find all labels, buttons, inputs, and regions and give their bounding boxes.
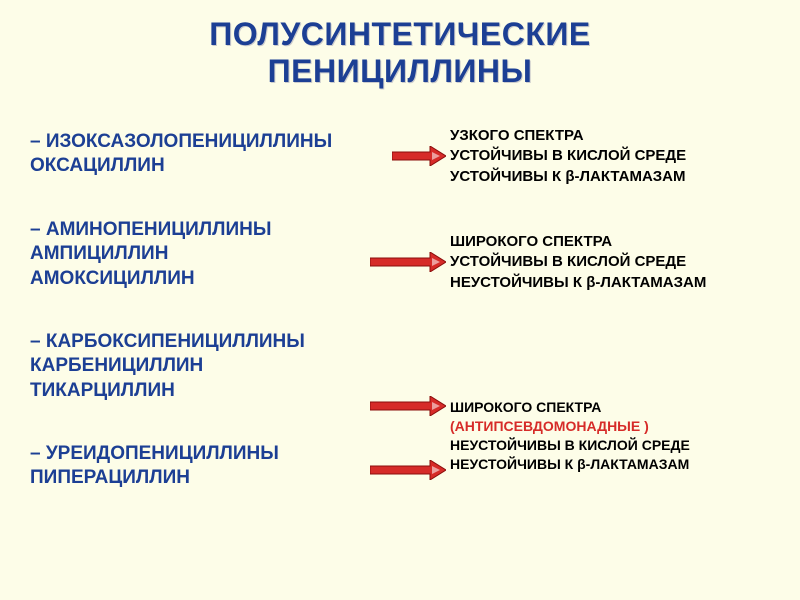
group-right-line: УСТОЙЧИВЫ К β-ЛАКТАМАЗАМ — [450, 167, 780, 187]
group-left-0: – ИЗОКСАЗОЛОПЕНИЦИЛЛИНЫОКСАЦИЛЛИН — [30, 130, 390, 179]
group-left-line: АМОКСИЦИЛЛИН — [30, 267, 390, 291]
group-left-line: АМПИЦИЛЛИН — [30, 242, 390, 266]
group-right-line: НЕУСТОЙЧИВЫ К β-ЛАКТАМАЗАМ — [450, 455, 780, 474]
slide-title: ПОЛУСИНТЕТИЧЕСКИЕПЕНИЦИЛЛИНЫ — [0, 16, 800, 90]
arrow-icon — [392, 146, 446, 166]
group-right-1: ШИРОКОГО СПЕКТРАУСТОЙЧИВЫ В КИСЛОЙ СРЕДЕ… — [450, 232, 780, 293]
group-right-line: НЕУСТОЙЧИВЫ В КИСЛОЙ СРЕДЕ — [450, 436, 780, 455]
arrow-icon — [370, 460, 446, 480]
group-left-line: – АМИНОПЕНИЦИЛЛИНЫ — [30, 218, 390, 242]
group-left-2: – КАРБОКСИПЕНИЦИЛЛИНЫКАРБЕНИЦИЛЛИНТИКАРЦ… — [30, 330, 390, 403]
group-right-line: ШИРОКОГО СПЕКТРА — [450, 398, 780, 417]
group-right-0: УЗКОГО СПЕКТРАУСТОЙЧИВЫ В КИСЛОЙ СРЕДЕУС… — [450, 126, 780, 187]
group-left-3: – УРЕИДОПЕНИЦИЛЛИНЫПИПЕРАЦИЛЛИН — [30, 442, 390, 491]
group-left-line: КАРБЕНИЦИЛЛИН — [30, 354, 390, 378]
group-right-line: УСТОЙЧИВЫ В КИСЛОЙ СРЕДЕ — [450, 146, 780, 166]
group-right-line: ШИРОКОГО СПЕКТРА — [450, 232, 780, 252]
group-left-line: – КАРБОКСИПЕНИЦИЛЛИНЫ — [30, 330, 390, 354]
group-left-line: – ИЗОКСАЗОЛОПЕНИЦИЛЛИНЫ — [30, 130, 390, 154]
group-right-line: УСТОЙЧИВЫ В КИСЛОЙ СРЕДЕ — [450, 252, 780, 272]
group-left-line: ТИКАРЦИЛЛИН — [30, 379, 390, 403]
group-left-line: ПИПЕРАЦИЛЛИН — [30, 466, 390, 490]
group-left-1: – АМИНОПЕНИЦИЛЛИНЫАМПИЦИЛЛИНАМОКСИЦИЛЛИН — [30, 218, 390, 291]
title-line-2: ПЕНИЦИЛЛИНЫ — [0, 53, 800, 90]
arrow-icon — [370, 252, 446, 272]
group-right-line: НЕУСТОЙЧИВЫ К β-ЛАКТАМАЗАМ — [450, 273, 780, 293]
group-right-2: ШИРОКОГО СПЕКТРА(АНТИПСЕВДОМОНАДНЫЕ )НЕУ… — [450, 398, 780, 474]
group-right-line: (АНТИПСЕВДОМОНАДНЫЕ ) — [450, 417, 780, 436]
group-left-line: – УРЕИДОПЕНИЦИЛЛИНЫ — [30, 442, 390, 466]
arrow-icon — [370, 396, 446, 416]
group-right-line: УЗКОГО СПЕКТРА — [450, 126, 780, 146]
group-left-line: ОКСАЦИЛЛИН — [30, 154, 390, 178]
title-line-1: ПОЛУСИНТЕТИЧЕСКИЕ — [0, 16, 800, 53]
